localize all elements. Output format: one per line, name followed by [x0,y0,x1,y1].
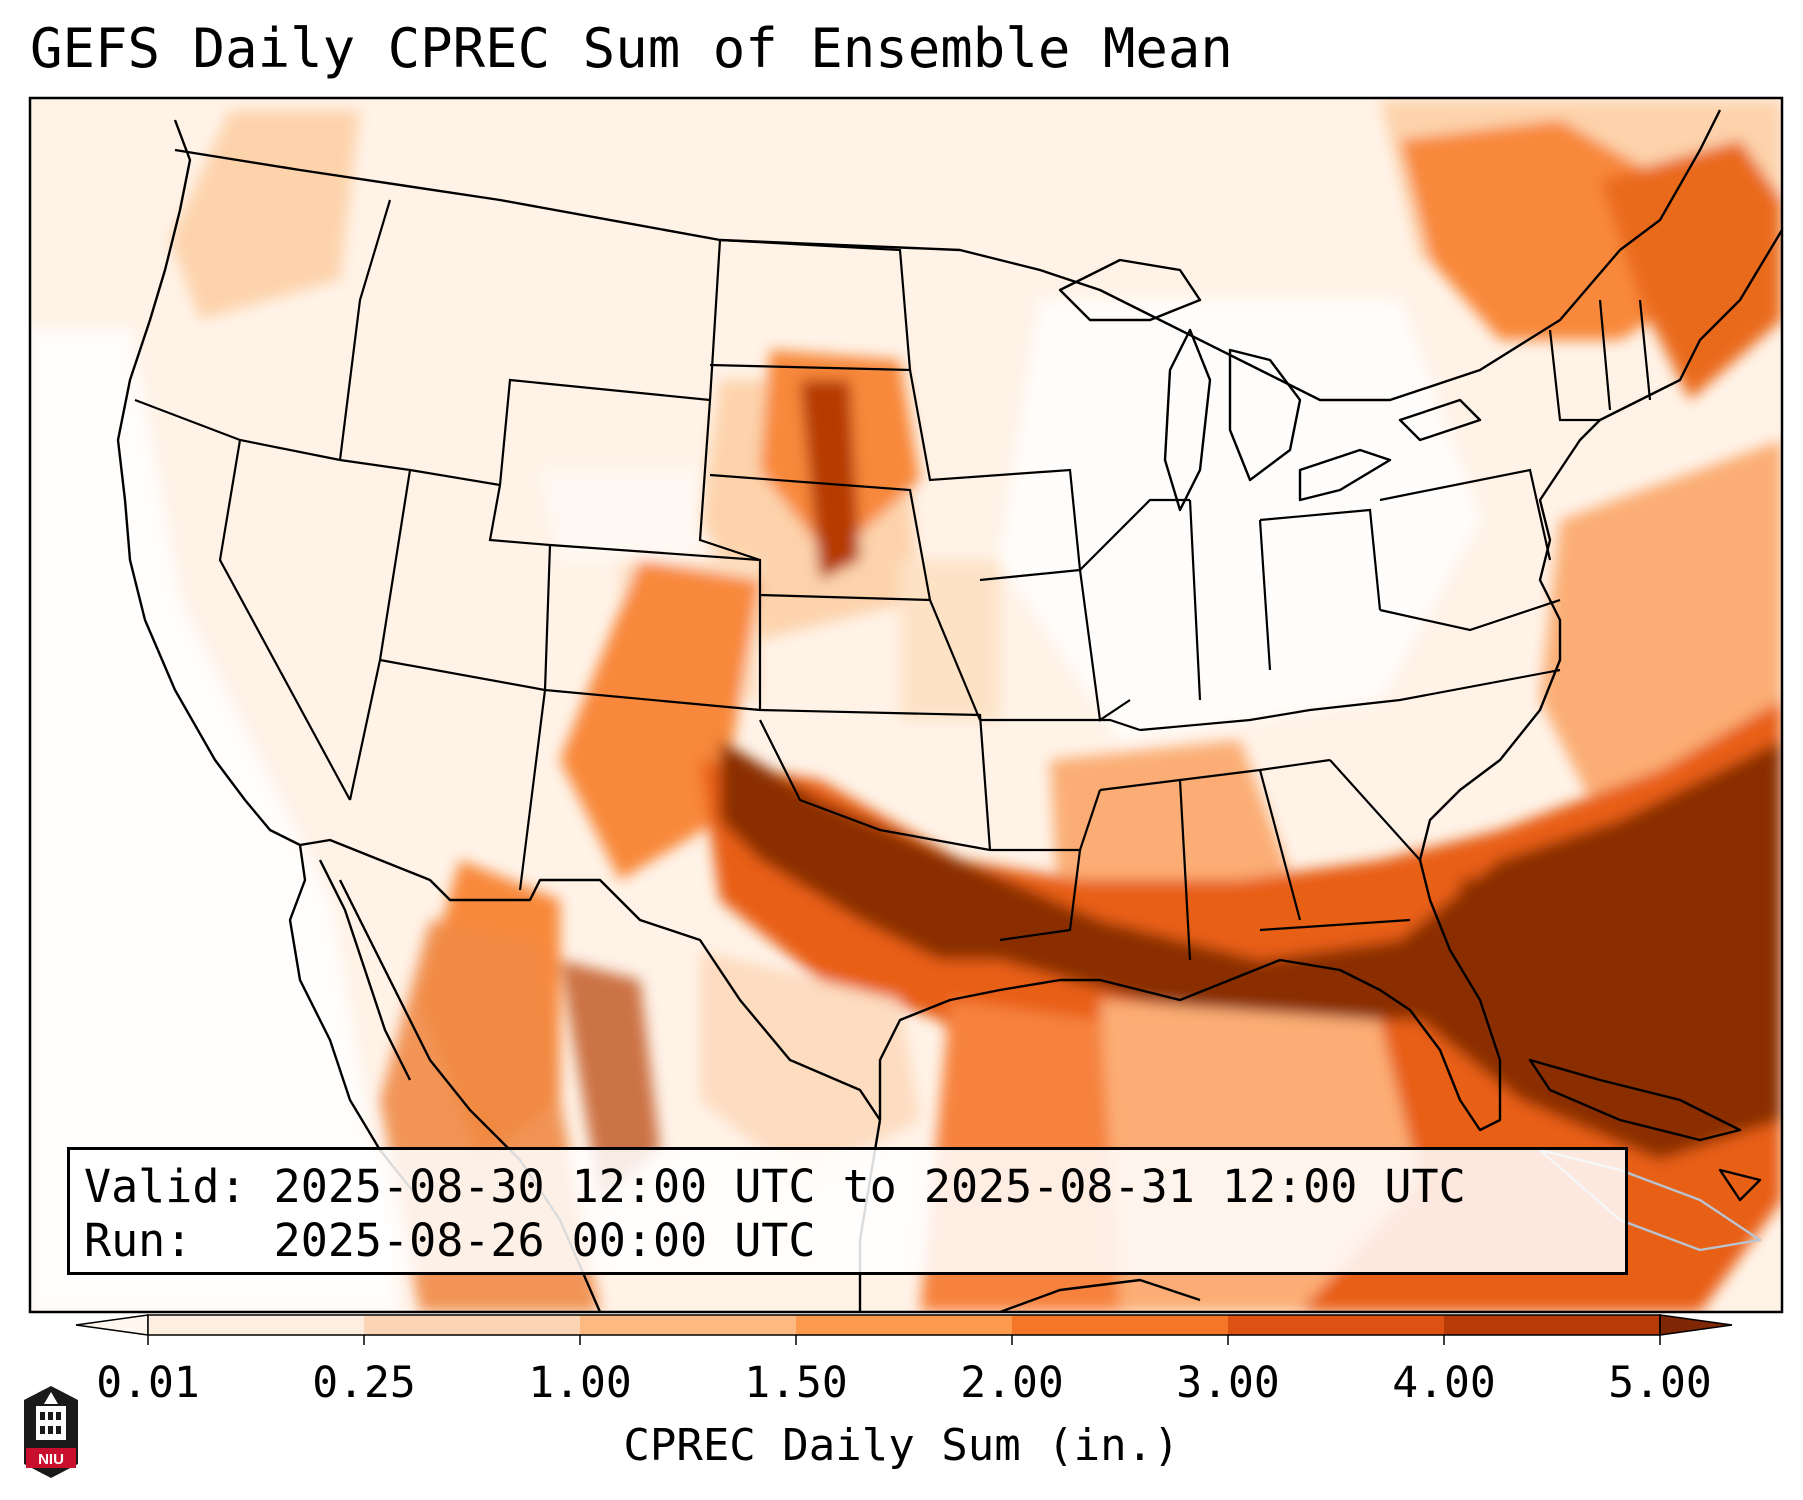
colorbar-tick-label: 3.00 [1176,1358,1280,1408]
niu-logo: NIU [24,1386,78,1478]
colorbar-segment-4 [796,1315,1012,1335]
colorbar-tick-label: 1.00 [528,1358,632,1408]
colorbar-segment-1 [148,1315,364,1335]
page-title: GEFS Daily CPREC Sum of Ensemble Mean [30,17,1233,80]
map-frame-content [30,98,1782,1312]
colorbar-segment-3 [580,1315,796,1335]
valid-run-info-box: Valid: 2025-08-30 12:00 UTC to 2025-08-3… [67,1147,1628,1275]
colorbar-tick-label: 1.50 [744,1358,848,1408]
colorbar-outline [147,1314,1661,1336]
colorbar-segment-2 [364,1315,580,1335]
niu-logo-text: NIU [38,1451,64,1468]
colorbar-segment-5 [1012,1315,1228,1335]
colorbar-ticks [147,1335,1661,1345]
colorbar-tick-label: 2.00 [960,1358,1064,1408]
colorbar-tick-label: 0.01 [96,1358,200,1408]
colorbar-over-arrow [1659,1314,1733,1336]
run-time-text: Run: 2025-08-26 00:00 UTC [84,1214,816,1267]
valid-time-text: Valid: 2025-08-30 12:00 UTC to 2025-08-3… [84,1160,1466,1213]
colorbar-under-arrow [75,1314,149,1336]
precip-field [30,100,1782,1312]
colorbar-tick-label: 4.00 [1392,1358,1496,1408]
colorbar-tick-label: 5.00 [1608,1358,1712,1408]
colorbar-label: CPREC Daily Sum (in.) [623,1420,1180,1471]
colorbar [75,1314,1733,1345]
colorbar-segment-7 [1444,1315,1660,1335]
colorbar-tick-label: 0.25 [312,1358,416,1408]
map-border [28,96,1784,1314]
colorbar-segment-6 [1228,1315,1444,1335]
state-boundaries [134,199,1652,961]
